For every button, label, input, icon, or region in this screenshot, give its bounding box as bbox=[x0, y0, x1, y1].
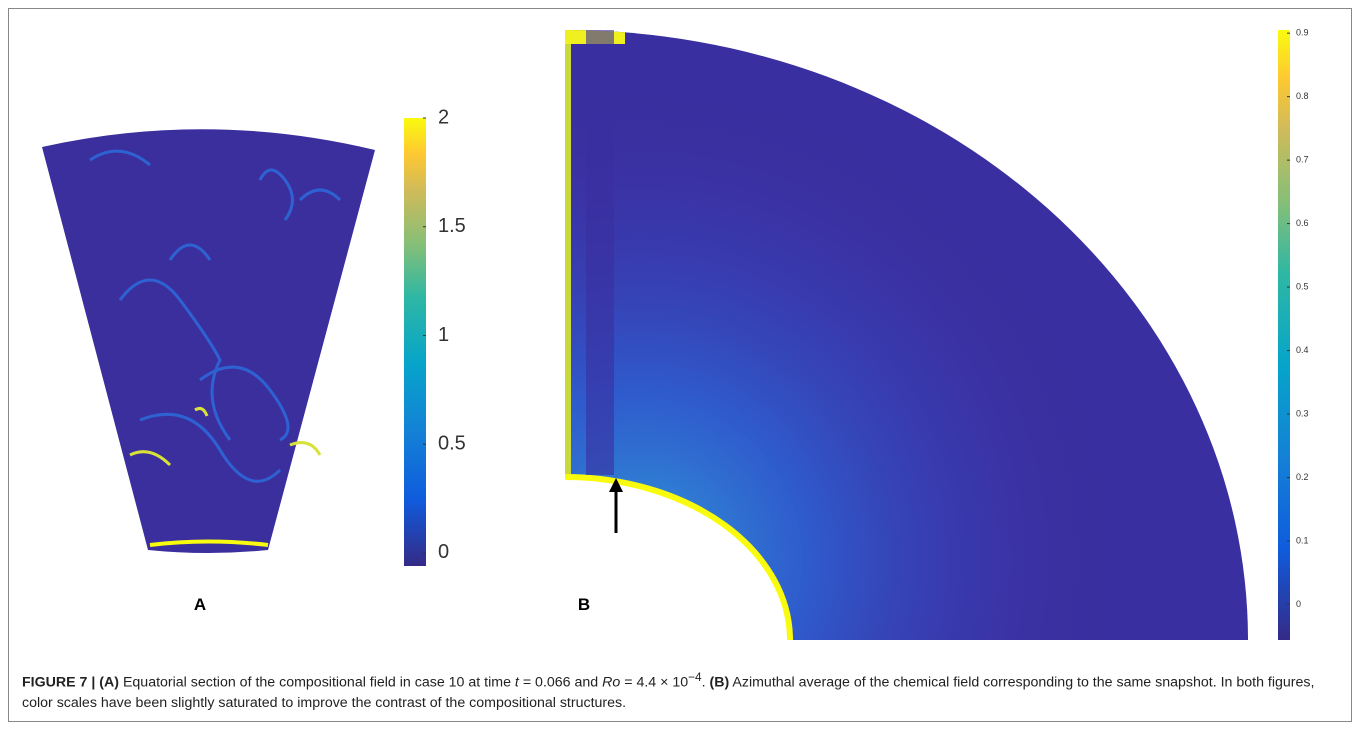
colorbar-tick-label: 0.9 bbox=[1296, 28, 1309, 38]
figure: A B 2 1.5 1 0.5 0 0.9 0.8 0.7 0.6 0.5 0.4 0.3 0.2 0.1… bbox=[42, 28, 1309, 641]
colorbar-tick-label: 0.5 bbox=[438, 432, 466, 454]
colorbar-tick-label: 0.2 bbox=[1296, 472, 1309, 482]
panel-label: B bbox=[578, 595, 590, 614]
caption-marker: (A) bbox=[99, 674, 119, 691]
caption: FIGURE 7 | (A) Equatorial section of the… bbox=[22, 667, 1342, 713]
figure-frame bbox=[8, 8, 1352, 722]
figure-label: FIGURE 7 | bbox=[22, 674, 96, 691]
caption-text: . bbox=[701, 674, 706, 691]
colorbar-tick-label: 1 bbox=[438, 324, 449, 346]
colorbar-b bbox=[1278, 30, 1290, 640]
variable: Ro bbox=[602, 674, 621, 691]
colorbar-tick-label: 0.5 bbox=[1296, 281, 1309, 291]
colorbar-tick-label: 0.4 bbox=[1296, 345, 1309, 355]
colorbar-tick-label: 0 bbox=[1296, 599, 1301, 609]
colorbar-tick-label: 0.3 bbox=[1296, 408, 1309, 418]
caption-marker: (B) bbox=[709, 674, 730, 691]
colorbar-tick-label: 0 bbox=[438, 541, 449, 563]
colorbar-tick-label: 0.7 bbox=[1296, 154, 1309, 164]
caption-text: Azimuthal average of the chemical field … bbox=[22, 674, 1315, 711]
exponent: −4 bbox=[688, 670, 702, 684]
colorbar-tick-label: 0.6 bbox=[1296, 218, 1309, 228]
panel-b-image bbox=[564, 30, 1248, 641]
panel-a-image bbox=[42, 129, 375, 554]
panel-label: A bbox=[194, 595, 206, 614]
colorbar-a bbox=[404, 118, 426, 566]
colorbar-tick-label: 0.8 bbox=[1296, 91, 1309, 101]
colorbar-tick-label: 0.1 bbox=[1296, 535, 1309, 545]
colorbar-tick-label: 1.5 bbox=[438, 215, 466, 237]
caption-text: = 0.066 and bbox=[522, 674, 599, 691]
colorbar-tick-label: 2 bbox=[438, 106, 449, 128]
variable: t bbox=[514, 674, 519, 691]
caption-text: = 4.4 × 10 bbox=[624, 674, 689, 691]
caption-text: Equatorial section of the compositional … bbox=[122, 674, 511, 691]
